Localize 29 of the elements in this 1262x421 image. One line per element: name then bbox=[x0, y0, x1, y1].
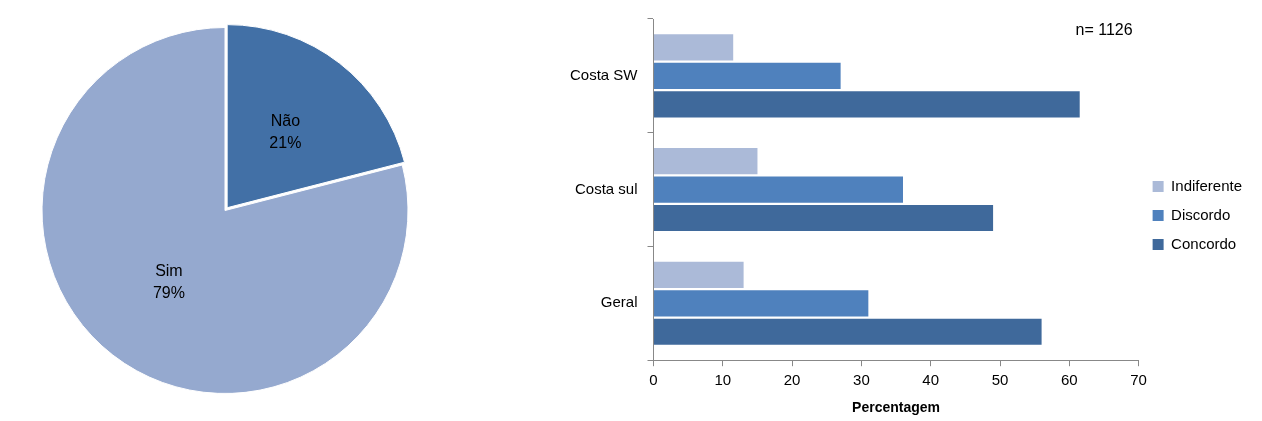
legend-label: Concordo bbox=[1171, 234, 1237, 252]
bar bbox=[654, 290, 869, 317]
x-tick-label: 20 bbox=[783, 371, 801, 389]
x-tick-label: 10 bbox=[714, 371, 732, 389]
y-tick-label: Costa sul bbox=[574, 179, 638, 197]
bar bbox=[654, 62, 841, 89]
bar bbox=[654, 261, 744, 288]
x-tick-label: 70 bbox=[1130, 371, 1147, 389]
data-label: 79% bbox=[152, 284, 185, 302]
legend-label: Discordo bbox=[1171, 205, 1231, 223]
y-tick-label: Geral bbox=[600, 293, 638, 311]
bar bbox=[654, 318, 1042, 345]
data-label: 21% bbox=[269, 134, 302, 152]
x-tick-label: 40 bbox=[922, 371, 940, 389]
y-tick-label: Costa SW bbox=[570, 66, 639, 84]
bar bbox=[654, 91, 1080, 118]
annotation: n= 1126 bbox=[1075, 21, 1133, 39]
x-tick-label: 0 bbox=[649, 371, 658, 389]
legend-label: Indiferente bbox=[1171, 176, 1243, 194]
bar bbox=[654, 204, 994, 232]
slice-label: Sim bbox=[155, 262, 183, 280]
x-tick-label: 60 bbox=[1060, 371, 1078, 389]
slice-label: Não bbox=[270, 112, 301, 130]
bar bbox=[654, 176, 903, 203]
x-tick-label: 30 bbox=[853, 371, 870, 389]
x-axis-title: Percentagem bbox=[852, 399, 941, 416]
bar bbox=[654, 34, 734, 61]
x-tick-label: 50 bbox=[991, 371, 1009, 389]
bar bbox=[654, 148, 758, 175]
